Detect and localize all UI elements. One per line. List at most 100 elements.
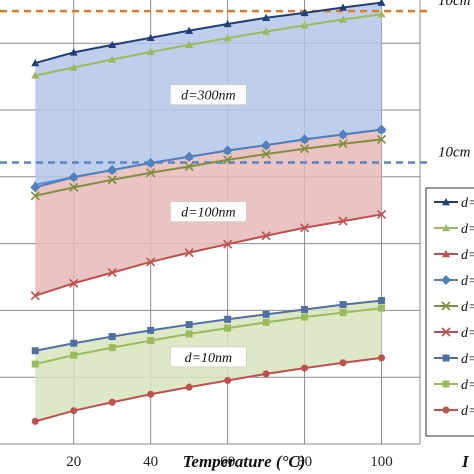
x-tick-label-3: 80 <box>297 454 312 470</box>
data-point-2-1-1 <box>70 351 78 359</box>
data-point-1-1-3 <box>146 168 156 178</box>
data-point-0-1-0 <box>31 71 40 79</box>
data-point-2-1-7 <box>301 313 309 321</box>
data-point-2-1-2 <box>108 344 116 352</box>
data-point-0-0-7 <box>300 8 309 17</box>
data-point-2-0-1 <box>70 339 78 347</box>
series-line-1-1 <box>35 138 382 197</box>
legend-label-7: d= <box>461 378 474 393</box>
series-line-1-2 <box>34 213 382 297</box>
data-point-0-1-1 <box>69 63 78 71</box>
data-point-1-1-4 <box>184 161 194 172</box>
data-point-2-1-6 <box>262 318 270 326</box>
data-point-0-1-9 <box>377 10 386 18</box>
data-point-2-1-8 <box>339 309 347 317</box>
data-point-1-1-9 <box>376 134 387 144</box>
data-point-1-0-9 <box>376 124 387 135</box>
data-point-2-2-9 <box>378 354 386 362</box>
series-line-0-1 <box>35 13 382 77</box>
data-point-0-1-7 <box>300 21 309 29</box>
chart-annotations: d=300nm d=100nm d=10nm <box>169 84 247 368</box>
legend-marker-4 <box>441 301 451 311</box>
data-point-2-2-3 <box>147 390 155 398</box>
x-tick-label-0: 20 <box>66 454 81 470</box>
data-point-2-1-0 <box>31 360 39 368</box>
data-point-2-2-6 <box>262 370 270 378</box>
data-point-1-1-5 <box>223 155 233 165</box>
data-point-1-2-5 <box>223 239 233 249</box>
data-point-0-0-2 <box>108 40 117 49</box>
legend-marker-8 <box>442 406 450 414</box>
band-label-1: d=100nm <box>181 206 236 221</box>
data-point-1-1-2 <box>107 175 117 185</box>
series-line-2-1 <box>35 307 382 366</box>
data-point-2-0-3 <box>147 326 155 334</box>
data-point-2-0-9 <box>378 297 386 305</box>
data-point-1-0-7 <box>299 134 310 145</box>
data-point-1-2-9 <box>376 209 387 220</box>
data-point-1-2-6 <box>261 231 271 241</box>
data-point-2-2-7 <box>301 364 309 372</box>
data-point-0-1-8 <box>339 15 348 23</box>
data-point-1-0-0 <box>30 182 41 193</box>
legend-marker-3 <box>441 275 451 285</box>
data-point-2-0-4 <box>185 321 193 329</box>
data-point-0-0-5 <box>223 19 232 28</box>
data-point-0-1-2 <box>108 55 117 63</box>
legend-label-4: d= <box>461 300 474 315</box>
data-point-2-2-5 <box>224 377 232 385</box>
data-point-2-0-2 <box>108 333 116 341</box>
x-tick-label-4: 100 <box>370 454 393 470</box>
series-line-1-0 <box>34 128 382 189</box>
series-line-2-0 <box>35 299 382 352</box>
data-point-2-0-8 <box>339 301 347 309</box>
data-point-0-0-6 <box>262 13 271 21</box>
legend-label-2: d= <box>461 248 474 263</box>
data-point-1-0-4 <box>184 151 195 162</box>
data-point-1-0-5 <box>222 145 233 156</box>
x-axis-label-overflow: I <box>461 452 470 471</box>
data-point-1-2-4 <box>184 248 194 258</box>
reference-line-label-1: 10cm <box>438 145 471 161</box>
reference-line-label-0: 10cm <box>438 0 471 9</box>
data-point-1-0-3 <box>145 157 156 168</box>
series-line-2-2 <box>34 356 382 423</box>
data-point-1-2-0 <box>30 291 40 301</box>
legend-label-8: d= <box>461 404 474 419</box>
data-point-0-0-0 <box>31 59 40 67</box>
x-tick-label-2: 60 <box>220 454 235 470</box>
series-line-0-0 <box>34 1 382 65</box>
legend-marker-6 <box>442 354 450 362</box>
data-point-1-1-0 <box>30 191 40 201</box>
data-point-1-1-1 <box>69 182 79 192</box>
data-point-2-1-3 <box>147 337 155 345</box>
legend-label-5: d= <box>461 326 474 341</box>
x-axis-label: Temperature (°C) <box>183 452 306 471</box>
data-point-0-1-4 <box>185 40 194 49</box>
data-point-0-1-6 <box>262 27 271 35</box>
data-point-0-1-5 <box>223 34 232 42</box>
chart-series <box>30 0 387 425</box>
data-point-1-2-1 <box>69 278 79 288</box>
legend-label-0: d= <box>461 196 474 211</box>
data-point-1-0-8 <box>338 129 349 140</box>
band-label-0: d=300nm <box>181 89 236 104</box>
data-point-1-2-2 <box>107 268 117 278</box>
band-label-box-0 <box>169 84 247 106</box>
chart-legend: d= d= d= d= d= d= d= d= d= <box>425 187 474 437</box>
legend-label-3: d= <box>461 274 474 289</box>
legend-marker-0 <box>442 198 450 206</box>
data-point-1-1-7 <box>300 144 310 154</box>
band-label-box-1 <box>169 201 247 223</box>
legend-marker-7 <box>442 380 450 388</box>
legend-marker-2 <box>442 250 450 258</box>
data-point-2-2-2 <box>108 398 116 406</box>
legend-label-1: d= <box>461 222 474 237</box>
band-label-2: d=10nm <box>185 351 233 366</box>
data-point-0-0-4 <box>185 26 194 34</box>
data-point-2-2-0 <box>31 417 39 425</box>
data-point-2-2-4 <box>185 383 193 391</box>
data-point-1-0-6 <box>261 140 272 151</box>
data-point-0-0-3 <box>146 33 155 41</box>
